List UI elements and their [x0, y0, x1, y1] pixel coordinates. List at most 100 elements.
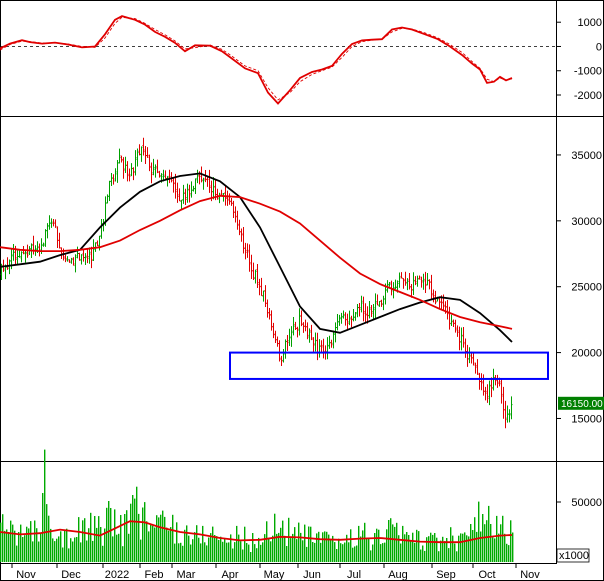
volume-bar [174, 543, 176, 562]
price-candle [382, 295, 385, 311]
price-candle [70, 257, 73, 264]
volume-bar [144, 502, 146, 562]
price-candle [60, 247, 63, 259]
volume-bar [32, 541, 34, 562]
price-candle [456, 325, 459, 337]
volume-bar [92, 540, 94, 562]
price-candle [124, 156, 127, 174]
volume-bar [230, 534, 232, 562]
price-candle [86, 248, 89, 264]
volume-bar [194, 532, 196, 562]
volume-bar [422, 545, 424, 562]
volume-bar [248, 544, 250, 562]
volume-bar [244, 526, 246, 562]
price-candle [158, 170, 161, 178]
volume-bar [448, 548, 450, 562]
volume-bar [354, 546, 356, 562]
price-candle [490, 377, 493, 398]
volume-bar [376, 528, 378, 562]
volume-bar [98, 516, 100, 562]
volume-bar [510, 520, 512, 562]
volume-bar [28, 528, 30, 562]
volume-bar [338, 538, 340, 562]
volume-bar [142, 507, 144, 562]
volume-bar [420, 549, 422, 562]
price-candle [486, 384, 489, 403]
price-candle [240, 228, 243, 242]
last-price-tag: 16150.00 [558, 396, 604, 410]
volume-bar [2, 514, 4, 562]
x-tick-label: Jul [347, 569, 361, 581]
volume-bar [306, 546, 308, 562]
price-candle [338, 314, 341, 326]
volume-bar [88, 528, 90, 562]
volume-bar [136, 486, 138, 562]
volume-bar [406, 532, 408, 562]
price-candle [454, 319, 457, 333]
price-candle [192, 185, 195, 192]
volume-bar [190, 544, 192, 562]
volume-bar [224, 538, 226, 562]
volume-bar [86, 540, 88, 562]
volume-bar [388, 520, 390, 562]
volume-bar [46, 504, 48, 562]
price-candle [228, 193, 231, 205]
price-candle [462, 326, 465, 348]
price-candle [96, 240, 99, 247]
volume-bar [18, 532, 20, 562]
x-tick-label: Aug [388, 569, 408, 581]
volume-bar [378, 529, 380, 562]
price-candle [252, 262, 255, 281]
price-candle [128, 168, 131, 182]
volume-bar [268, 538, 270, 562]
volume-bar [130, 503, 132, 562]
volume-bar [340, 543, 342, 562]
price-candle [374, 293, 377, 319]
volume-bar [496, 515, 498, 562]
price-candle [350, 315, 353, 328]
volume-bar [392, 524, 394, 562]
price-candle [478, 372, 481, 390]
volume-bar [118, 533, 120, 562]
price-candle [426, 273, 429, 286]
price-candle [506, 405, 509, 423]
volume-bar [176, 522, 178, 562]
price-candle [282, 349, 285, 363]
price-candle [312, 337, 315, 354]
volume-bar [416, 529, 418, 562]
volume-bar [220, 536, 222, 562]
price-candle [190, 181, 193, 198]
volume-bar [342, 544, 344, 562]
last-price-label: 16150.00 [561, 399, 603, 410]
volume-bar [318, 531, 320, 562]
volume-bar [82, 520, 84, 562]
price-candle [460, 327, 463, 351]
price-candle [504, 400, 507, 429]
volume-bar [508, 545, 510, 562]
volume-bar [442, 536, 444, 562]
price-candle [112, 174, 115, 185]
price-candle [476, 359, 479, 375]
volume-bar [16, 545, 18, 562]
volume-bar [410, 541, 412, 562]
price-candle [464, 338, 467, 358]
volume-bar [330, 539, 332, 562]
price-candle [58, 232, 61, 249]
volume-bar [256, 548, 258, 562]
volume-bar [48, 515, 50, 562]
volume-bar [228, 542, 230, 562]
volume-bar [236, 525, 238, 562]
volume-bar [72, 541, 74, 562]
volume-bar [276, 533, 278, 562]
price-candle [142, 137, 145, 156]
price-candle [130, 163, 133, 177]
price-candle [406, 278, 409, 291]
volume-bar [10, 520, 12, 562]
x-tick-label: Feb [145, 569, 164, 581]
volume-bar [382, 543, 384, 562]
price-candle [300, 310, 303, 327]
volume-bar [182, 545, 184, 562]
price-candle [418, 275, 421, 280]
volume-bar [116, 534, 118, 562]
